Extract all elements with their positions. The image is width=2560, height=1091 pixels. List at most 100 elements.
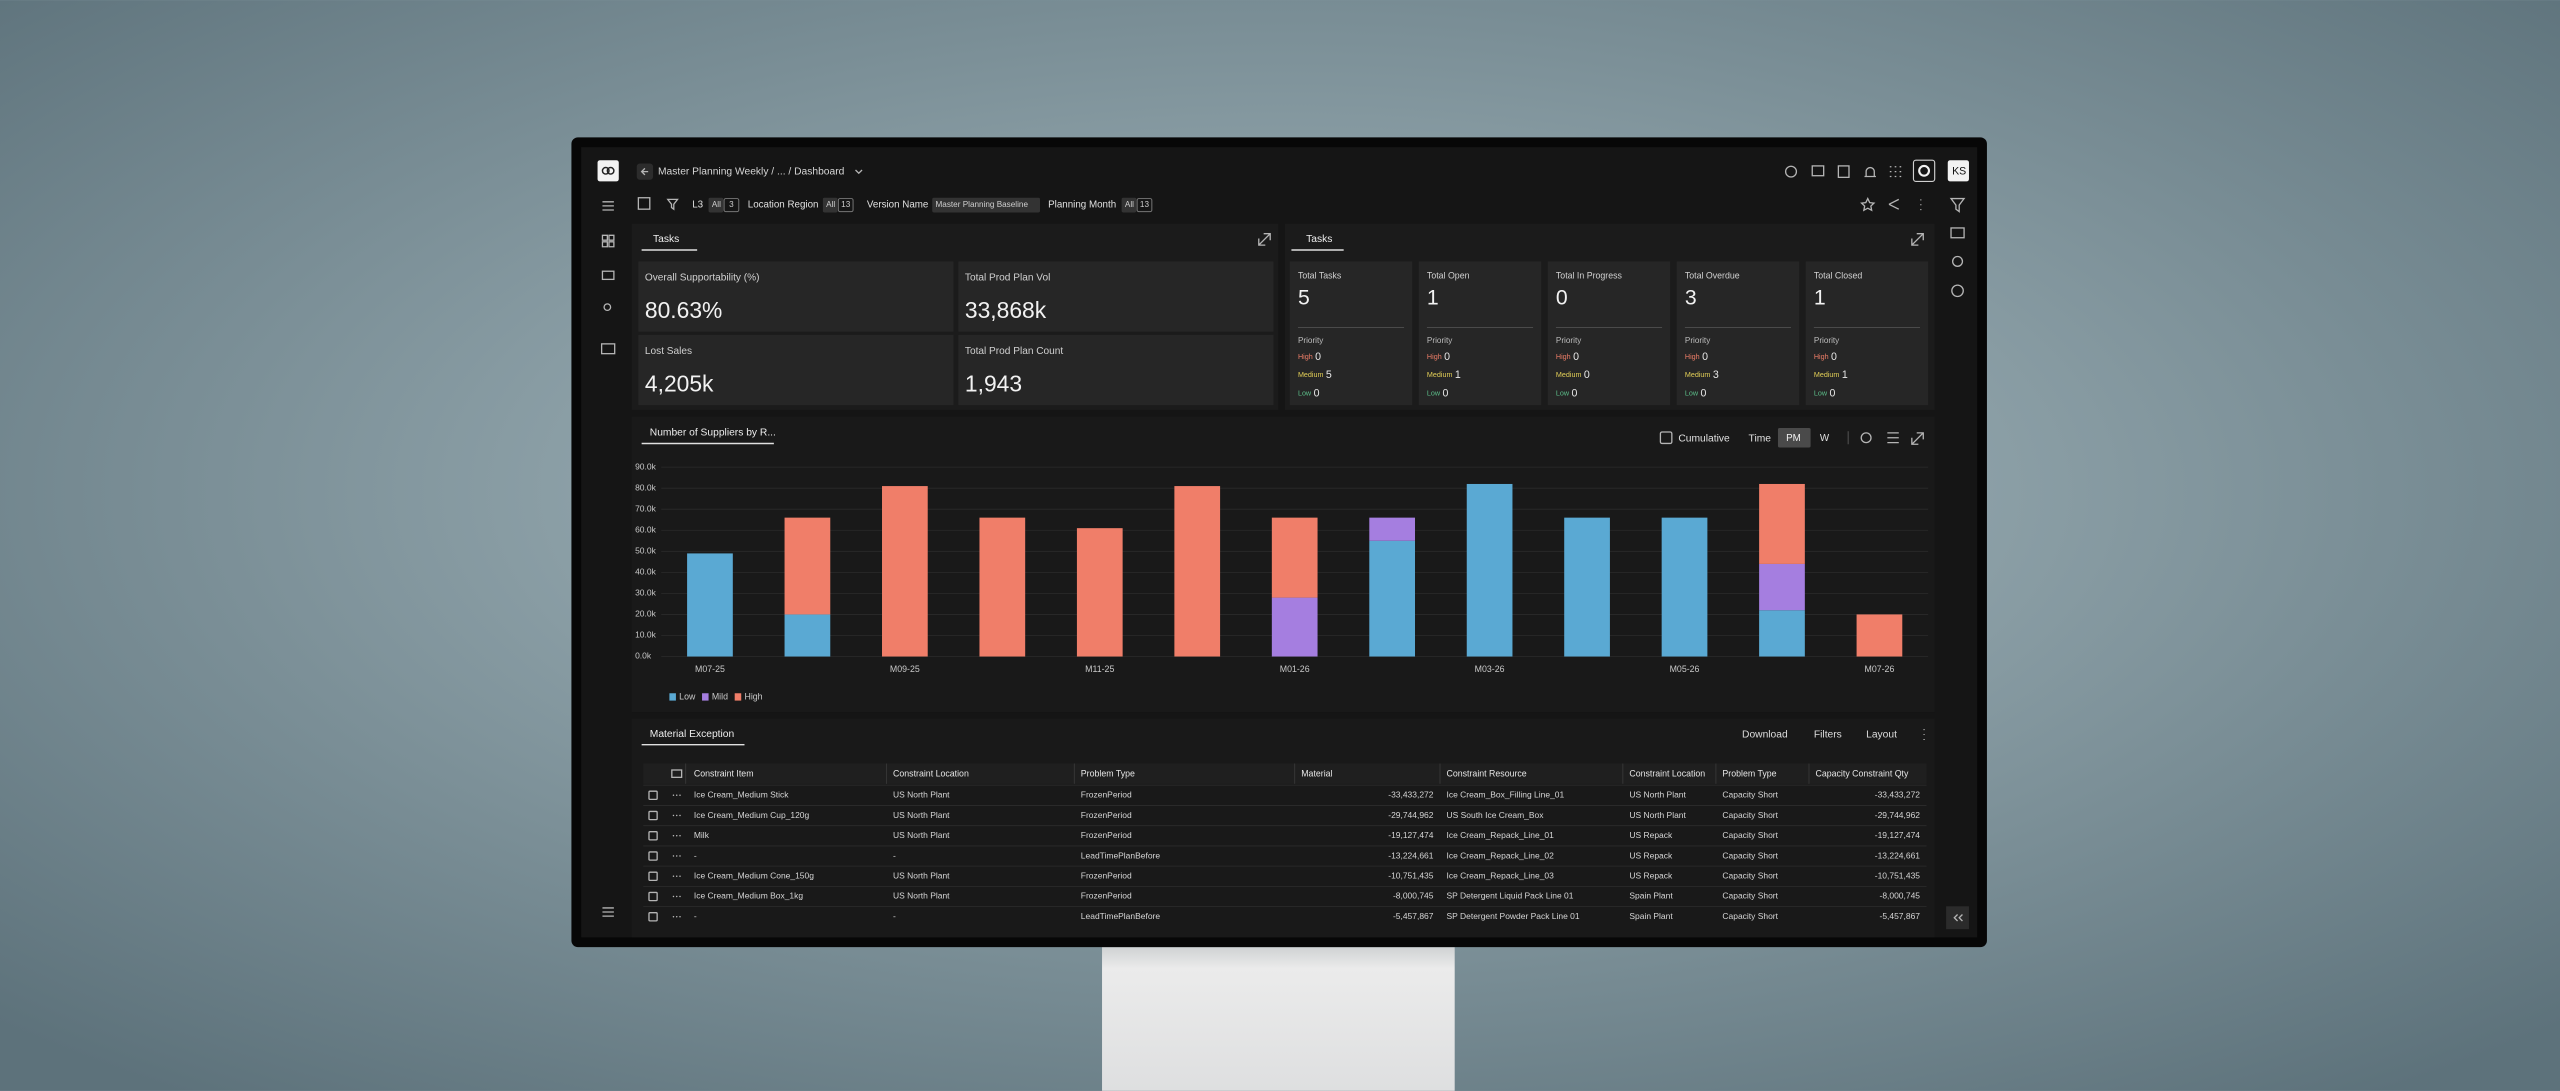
- breadcrumb[interactable]: Master Planning Weekly / ... / Dashboard: [658, 166, 845, 177]
- icon-grid[interactable]: [601, 234, 615, 248]
- period-option[interactable]: W: [1820, 433, 1830, 444]
- bar-segment[interactable]: [1759, 563, 1805, 611]
- column-header[interactable]: Constraint Resource: [1447, 768, 1527, 778]
- icon-menu[interactable]: [602, 201, 614, 211]
- icon-star[interactable]: [1860, 197, 1876, 212]
- row-menu-dot[interactable]: [679, 895, 681, 898]
- filter-chip[interactable]: [932, 197, 1040, 213]
- period-selected[interactable]: [1777, 427, 1811, 448]
- icon-monitor[interactable]: [601, 270, 615, 281]
- legend-label[interactable]: Low: [679, 692, 696, 702]
- table-action[interactable]: Layout: [1866, 730, 1897, 741]
- icon-target[interactable]: [1784, 165, 1798, 178]
- column-header[interactable]: Material: [1301, 768, 1332, 778]
- filter-chip[interactable]: [822, 197, 838, 213]
- icon-filter[interactable]: [1949, 197, 1966, 213]
- logo[interactable]: [597, 160, 619, 182]
- breadcrumb-chevron[interactable]: [855, 169, 863, 175]
- row-menu-dot[interactable]: [676, 875, 678, 878]
- row-menu-dot[interactable]: [672, 916, 675, 918]
- icon-bell[interactable]: [1864, 166, 1876, 178]
- column-header[interactable]: Problem Type: [1081, 768, 1135, 778]
- row-checkbox[interactable]: [648, 851, 658, 861]
- column-settings-icon[interactable]: [671, 769, 683, 778]
- row-menu-dot[interactable]: [672, 895, 675, 898]
- icon-filter[interactable]: [666, 198, 679, 211]
- row-menu-dot[interactable]: [679, 855, 681, 857]
- row-menu-dot[interactable]: [676, 835, 678, 837]
- table-action[interactable]: Download: [1742, 730, 1788, 741]
- bar-segment[interactable]: [1076, 528, 1123, 657]
- cumulative-checkbox[interactable]: [1659, 431, 1673, 445]
- bar-segment[interactable]: [1661, 517, 1708, 657]
- bar-segment[interactable]: [784, 517, 831, 615]
- bar-segment[interactable]: [1369, 540, 1416, 657]
- tab-title[interactable]: Tasks: [1306, 234, 1332, 245]
- row-checkbox[interactable]: [648, 790, 658, 801]
- row-checkbox[interactable]: [648, 871, 658, 882]
- tab-title[interactable]: Tasks: [653, 234, 679, 245]
- icon-help[interactable]: [1951, 284, 1964, 298]
- settings-button[interactable]: [1912, 159, 1936, 182]
- cumulative-label[interactable]: Cumulative: [1678, 433, 1730, 444]
- bar-segment[interactable]: [882, 486, 928, 657]
- icon-expand[interactable]: [1911, 432, 1924, 445]
- table-action[interactable]: Filters: [1814, 730, 1842, 741]
- bar-segment[interactable]: [1369, 517, 1416, 541]
- column-header[interactable]: Constraint Location: [893, 768, 969, 778]
- bar-segment[interactable]: [1564, 517, 1610, 657]
- bar-segment[interactable]: [1759, 483, 1805, 564]
- row-menu-dot[interactable]: [672, 794, 675, 797]
- row-menu-dot[interactable]: [672, 875, 675, 878]
- icon-sidebar-toggle[interactable]: [637, 197, 651, 210]
- row-menu-dot[interactable]: [679, 814, 681, 817]
- icon-comment[interactable]: [1811, 165, 1825, 177]
- icon-expand[interactable]: [1258, 233, 1271, 246]
- column-header[interactable]: Capacity Constraint Qty: [1816, 768, 1909, 778]
- tab-title[interactable]: Number of Suppliers by R...: [650, 428, 776, 439]
- bar-segment[interactable]: [979, 517, 1026, 657]
- row-menu-dot[interactable]: [679, 835, 681, 837]
- icon-settings[interactable]: [1952, 255, 1964, 267]
- bar-segment[interactable]: [1271, 597, 1318, 657]
- tab-title[interactable]: Material Exception: [650, 729, 735, 740]
- row-menu-dot[interactable]: [672, 814, 675, 817]
- icon-list[interactable]: [1887, 432, 1899, 444]
- row-menu-dot[interactable]: [676, 916, 678, 918]
- row-menu-dot[interactable]: [676, 855, 678, 857]
- row-menu-dot[interactable]: [676, 794, 678, 797]
- bar-segment[interactable]: [1856, 614, 1903, 657]
- collapse-button[interactable]: [1946, 906, 1969, 930]
- icon-expand[interactable]: [1911, 233, 1924, 246]
- filter-chip[interactable]: [708, 197, 724, 213]
- bar-segment[interactable]: [1174, 486, 1221, 657]
- icon-tasks[interactable]: [1837, 165, 1850, 178]
- row-menu-dot[interactable]: [676, 895, 678, 898]
- row-menu-dot[interactable]: [672, 855, 675, 857]
- bar-segment[interactable]: [1271, 517, 1318, 598]
- row-menu-dot[interactable]: [676, 814, 678, 817]
- bar-segment[interactable]: [1466, 483, 1513, 657]
- bar-segment[interactable]: [1759, 610, 1805, 657]
- icon-target[interactable]: [1860, 432, 1872, 444]
- row-checkbox[interactable]: [648, 810, 658, 821]
- icon-share[interactable]: [1888, 198, 1900, 210]
- column-header[interactable]: Constraint Item: [694, 768, 754, 778]
- column-header[interactable]: Constraint Location: [1629, 768, 1705, 778]
- row-checkbox[interactable]: [648, 831, 658, 841]
- icon-apps[interactable]: [1889, 166, 1902, 178]
- legend-label[interactable]: High: [744, 692, 762, 702]
- avatar[interactable]: [1947, 160, 1969, 182]
- filter-chip[interactable]: [1121, 197, 1137, 213]
- row-menu-dot[interactable]: [679, 875, 681, 878]
- column-header[interactable]: Problem Type: [1722, 768, 1776, 778]
- legend-label[interactable]: Mild: [712, 692, 728, 702]
- period-option[interactable]: PM: [1786, 433, 1801, 444]
- bar-segment[interactable]: [687, 553, 733, 657]
- icon-user[interactable]: [603, 303, 612, 312]
- bar-segment[interactable]: [784, 614, 831, 657]
- icon-report[interactable]: [600, 343, 616, 355]
- icon-list[interactable]: [602, 907, 614, 917]
- row-checkbox[interactable]: [648, 891, 658, 902]
- row-menu-dot[interactable]: [679, 794, 681, 797]
